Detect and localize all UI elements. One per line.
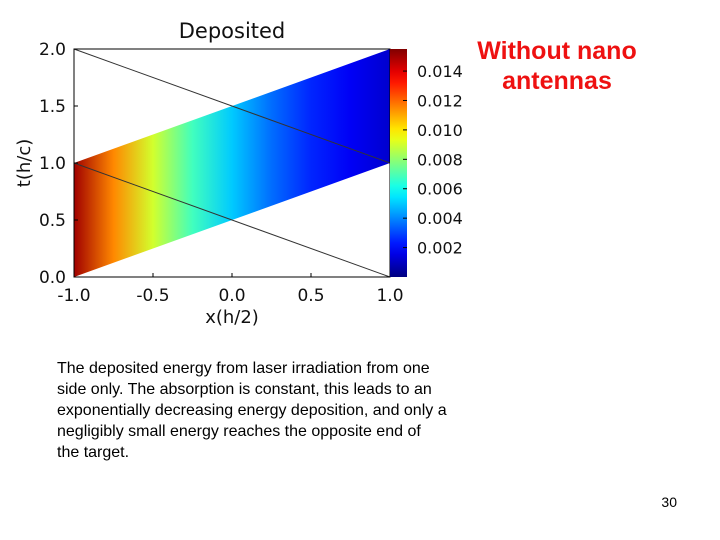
x-tick-label: -1.0 <box>57 286 90 306</box>
characteristic-line-1 <box>73 48 391 164</box>
y-axis-label: t(h/c) <box>14 139 35 187</box>
page-number: 30 <box>661 494 677 510</box>
chart-title: Deposited <box>179 19 286 43</box>
x-tick-label: -0.5 <box>136 286 169 306</box>
y-tick-label: 0.5 <box>39 211 66 231</box>
colorbar-tick-label: 0.014 <box>417 62 463 81</box>
colorbar-tick-label: 0.010 <box>417 121 463 140</box>
x-axis-label: x(h/2) <box>205 307 259 328</box>
x-tick-label: 0.0 <box>218 286 245 306</box>
colorbar <box>390 49 407 277</box>
y-tick-label: 1.5 <box>39 97 66 117</box>
y-tick-label: 1.0 <box>39 154 66 174</box>
colorbar-tick-label: 0.008 <box>417 150 463 169</box>
y-tick-label: 2.0 <box>39 40 66 60</box>
colorbar-tick-label: 0.006 <box>417 180 463 199</box>
y-tick-label: 0.0 <box>39 268 66 288</box>
colorbar-tick-label: 0.002 <box>417 239 463 258</box>
colorbar-tick-label: 0.012 <box>417 91 463 110</box>
figure-caption: The deposited energy from laser irradiat… <box>57 360 447 461</box>
x-tick-label: 1.0 <box>376 286 403 306</box>
side-title: Without nano antennas <box>477 37 637 95</box>
colorbar-tick-label: 0.004 <box>417 209 463 228</box>
energy-band <box>74 49 390 277</box>
x-tick-label: 0.5 <box>297 286 324 306</box>
characteristic-line-2 <box>73 162 391 278</box>
